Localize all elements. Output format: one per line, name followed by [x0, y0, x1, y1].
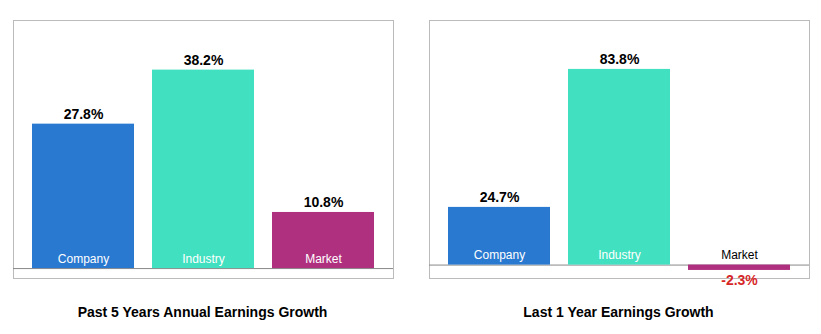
svg-text:83.8%: 83.8%: [599, 51, 639, 67]
svg-text:Market: Market: [305, 252, 342, 266]
svg-text:38.2%: 38.2%: [183, 52, 223, 68]
svg-text:10.8%: 10.8%: [303, 194, 343, 210]
svg-text:27.8%: 27.8%: [63, 106, 103, 122]
svg-text:-2.3%: -2.3%: [721, 272, 758, 288]
html-text:Last 1 Year Earnings Growth: Last 1 Year Earnings Growth: [523, 304, 714, 320]
svg-text:Industry: Industry: [598, 248, 641, 262]
svg-text:Industry: Industry: [182, 252, 225, 266]
svg-text:Market: Market: [721, 248, 758, 262]
svg-text:24.7%: 24.7%: [479, 189, 519, 205]
svg-text:Company: Company: [57, 252, 108, 266]
svg-text:Company: Company: [473, 248, 524, 262]
html-text:Past 5 Years Annual Earnings G: Past 5 Years Annual Earnings Growth: [77, 304, 328, 320]
